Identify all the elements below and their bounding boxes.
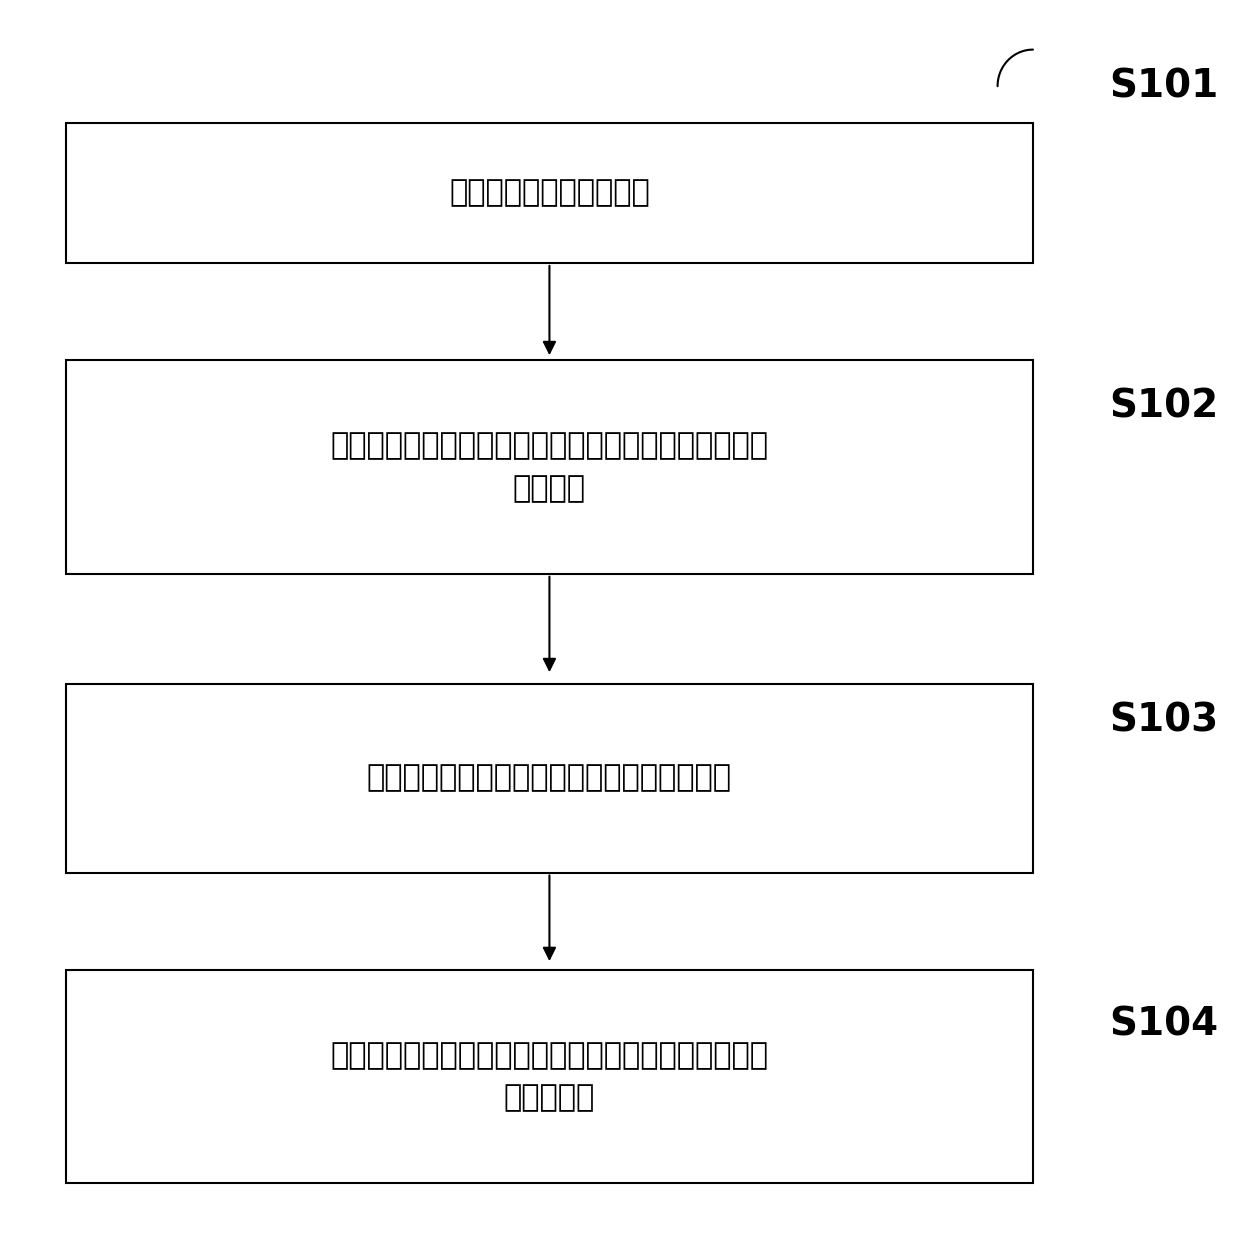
Text: S102: S102: [1110, 388, 1219, 425]
Text: 获取初始高斯分布量子态: 获取初始高斯分布量子态: [449, 179, 650, 207]
Bar: [66, 123, 1033, 263]
Text: S104: S104: [1110, 1006, 1219, 1044]
Text: 对量子变换结果进行演化，获得量子演化结果: 对量子变换结果进行演化，获得量子演化结果: [367, 763, 732, 793]
Text: 对初始高斯分布量子态进行量子傅里叶变换，得到量子
变换结果: 对初始高斯分布量子态进行量子傅里叶变换，得到量子 变换结果: [330, 432, 769, 503]
Text: 对量子演化结果进行量子傅里叶逆变换，得到目标高斯
分布量子态: 对量子演化结果进行量子傅里叶逆变换，得到目标高斯 分布量子态: [330, 1041, 769, 1112]
Bar: [66, 360, 1033, 573]
Bar: [66, 683, 1033, 873]
Text: S103: S103: [1110, 702, 1219, 739]
Bar: [66, 970, 1033, 1184]
Text: S101: S101: [1110, 67, 1219, 105]
